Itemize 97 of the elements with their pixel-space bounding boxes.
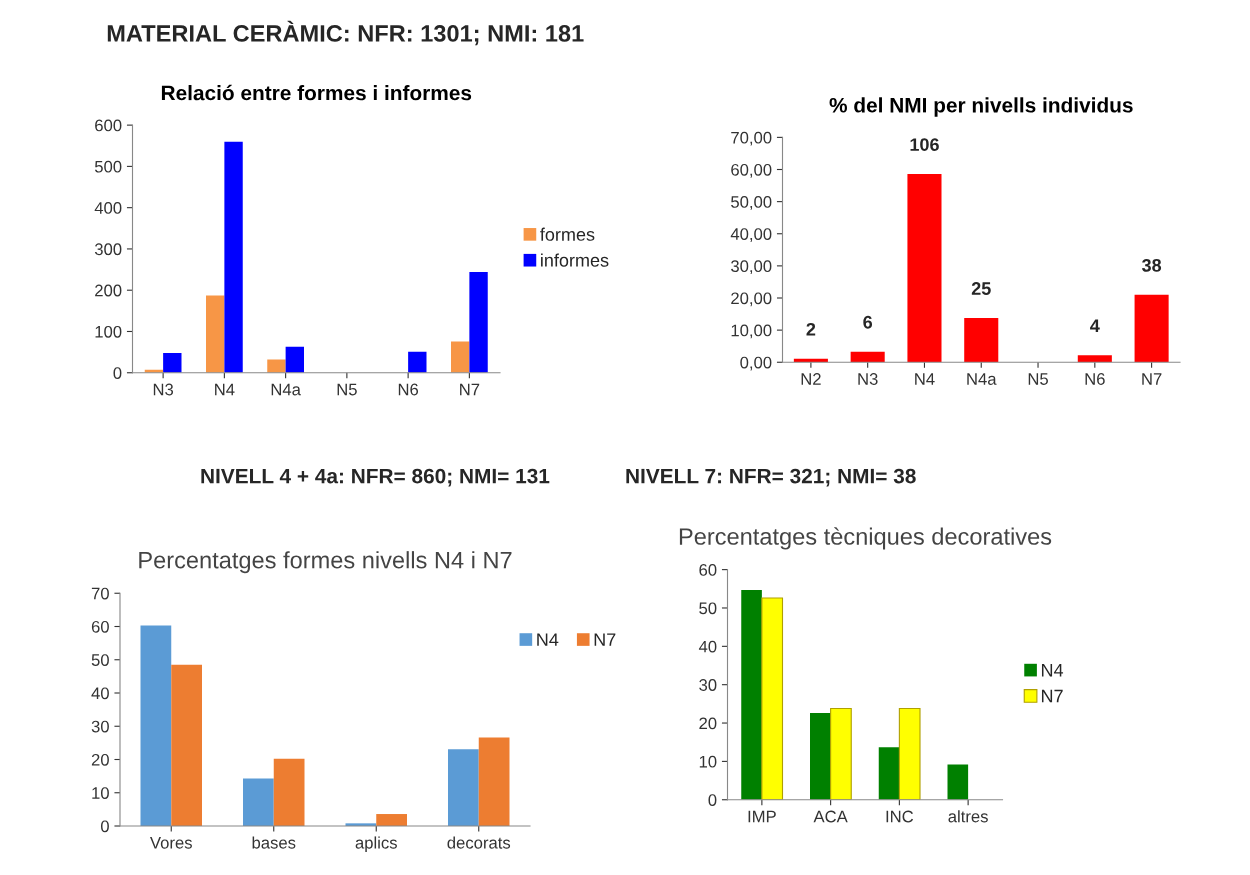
y-tick-label: 60,00 <box>731 163 772 178</box>
bar <box>478 737 510 826</box>
x-tick-label: IMP <box>748 810 776 823</box>
bar <box>850 351 885 363</box>
x-tick-label: N4a <box>271 383 301 396</box>
bar <box>273 758 305 826</box>
y-tick-label: 0 <box>708 794 717 806</box>
bar <box>285 346 304 373</box>
x-tick-label: N3 <box>858 373 878 385</box>
bar <box>761 597 784 800</box>
x-tick-label: N7 <box>1142 373 1162 385</box>
bar <box>810 713 831 800</box>
bar <box>224 141 243 373</box>
annotation: 4 <box>1090 319 1100 332</box>
y-tick-label: 30 <box>699 679 717 691</box>
legend-label: formes <box>540 227 595 241</box>
annotation: 38 <box>1141 258 1162 272</box>
y-tick-label: 70 <box>91 587 109 600</box>
text: NIVELL 4 + 4a: NFR= 860; NMI= 131 <box>201 468 550 487</box>
y-tick-label: 20 <box>91 753 109 766</box>
bar <box>830 707 852 800</box>
text: MATERIAL CERÀMIC: NFR: 1301; NMI: 181 <box>107 20 584 46</box>
y-tick-label: 50 <box>699 602 717 615</box>
bar <box>947 764 969 800</box>
bar <box>243 778 274 826</box>
y-tick-label: 50,00 <box>731 196 772 210</box>
text: NIVELL 7: NFR= 321; NMI= 38 <box>626 468 916 487</box>
y-tick-label: 0 <box>100 820 109 833</box>
chart-title: Percentatges formes nivells N4 i N7 <box>139 551 512 574</box>
bar <box>163 352 182 373</box>
annotation: 25 <box>971 282 991 295</box>
annotation: 2 <box>806 322 816 336</box>
y-tick-label: 40,00 <box>730 228 772 242</box>
x-tick-label: aplics <box>355 836 397 852</box>
bar <box>376 814 407 826</box>
chart-title: Relació entre formes i informes <box>161 84 472 101</box>
x-tick-label: N4 <box>215 383 235 396</box>
bar <box>408 351 427 373</box>
chart-title: Percentatges tècniques decoratives <box>679 527 1052 550</box>
y-tick-label: 500 <box>94 160 122 173</box>
y-tick-label: 10 <box>92 787 109 799</box>
y-tick-label: 30,00 <box>731 260 772 275</box>
x-tick-label: INC <box>886 810 914 823</box>
x-tick-label: N6 <box>398 383 419 396</box>
y-tick-label: 600 <box>95 119 122 132</box>
x-tick-label: N3 <box>153 383 174 396</box>
x-tick-label: bases <box>252 836 296 849</box>
bar <box>741 589 762 800</box>
bar <box>267 359 286 373</box>
bar <box>171 664 202 826</box>
y-tick-label: 0 <box>113 367 122 379</box>
bar <box>907 174 942 363</box>
bar <box>1077 355 1112 363</box>
y-tick-label: 10,00 <box>731 324 772 339</box>
y-tick-label: 40 <box>91 687 109 700</box>
x-tick-label: N5 <box>1028 373 1048 385</box>
y-tick-label: 400 <box>94 202 122 214</box>
bar <box>898 707 921 800</box>
x-tick-label: N4 <box>915 373 935 385</box>
chart-title: % del NMI per nivells individus <box>829 97 1133 117</box>
x-tick-label: N4a <box>967 373 997 385</box>
x-tick-label: N6 <box>1085 373 1105 385</box>
legend-label: informes <box>541 253 609 267</box>
y-tick-label: 60 <box>91 620 109 633</box>
x-tick-label: altres <box>948 810 988 823</box>
y-tick-label: 20 <box>699 717 717 730</box>
annotation: 106 <box>910 138 939 151</box>
legend-label: N7 <box>1041 689 1063 703</box>
legend-label: N7 <box>594 633 616 646</box>
bar <box>878 747 900 800</box>
bar <box>448 749 479 826</box>
y-tick-label: 50 <box>91 654 109 666</box>
x-tick-label: ACA <box>813 810 848 823</box>
annotation: 6 <box>863 315 873 329</box>
y-tick-label: 20,00 <box>731 292 772 307</box>
bar <box>1134 294 1169 363</box>
x-tick-label: N2 <box>801 373 821 385</box>
bar <box>469 272 488 373</box>
y-tick-label: 30 <box>91 720 109 733</box>
x-tick-label: decorats <box>447 836 511 849</box>
y-tick-label: 300 <box>94 243 122 256</box>
x-tick-label: N7 <box>460 383 480 396</box>
bar <box>964 317 999 363</box>
y-tick-label: 70,00 <box>731 131 772 146</box>
bar <box>140 625 172 826</box>
bar <box>206 295 225 373</box>
bar <box>451 341 470 373</box>
legend-label: N4 <box>1041 664 1064 677</box>
y-tick-label: 100 <box>95 325 122 338</box>
y-tick-label: 10 <box>699 755 717 768</box>
y-tick-label: 0,00 <box>740 356 772 371</box>
legend-label: N4 <box>537 633 559 646</box>
y-tick-label: 200 <box>95 284 122 297</box>
x-tick-label: N5 <box>337 383 357 396</box>
y-tick-label: 40 <box>698 640 717 653</box>
x-tick-label: Vores <box>150 837 192 849</box>
y-tick-label: 60 <box>699 564 717 576</box>
